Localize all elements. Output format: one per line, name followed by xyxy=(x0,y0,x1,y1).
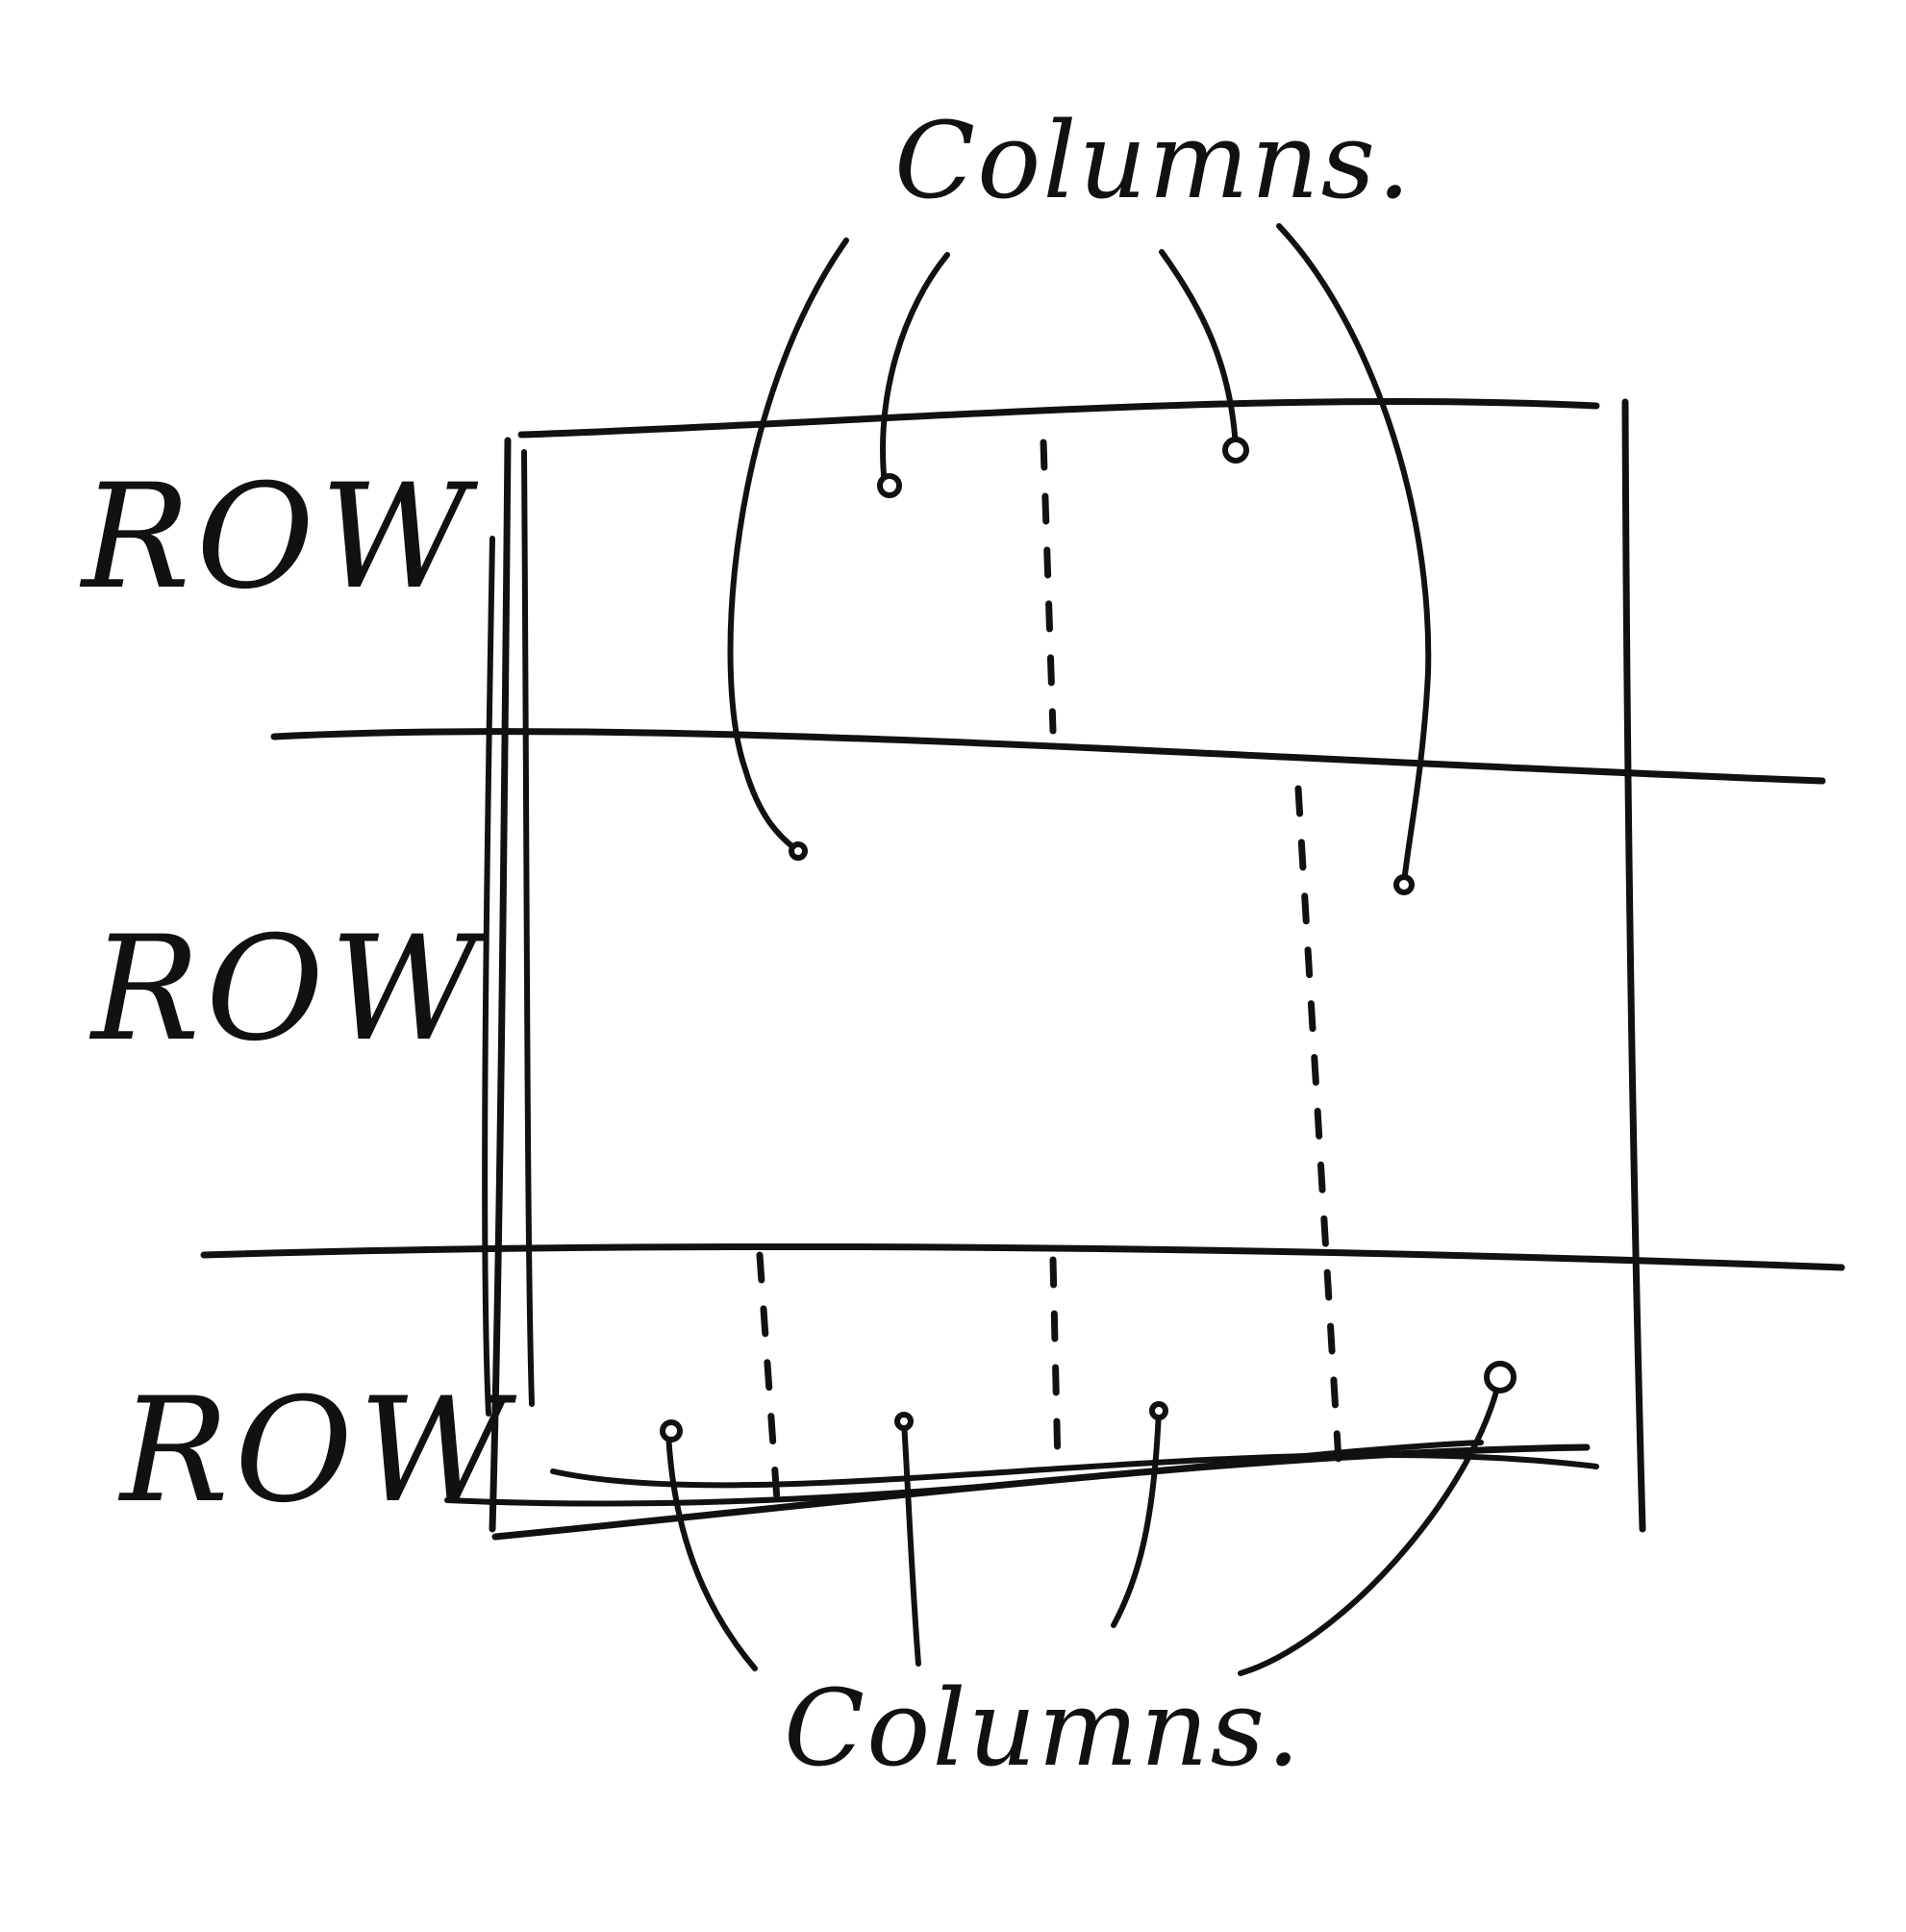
top-callout-2-end xyxy=(877,473,902,498)
row-divider-1 xyxy=(270,728,1826,785)
row-label-1: ROW xyxy=(79,454,479,621)
row-label-2: ROW xyxy=(88,906,489,1073)
box-bottom-edge-stroke-2 xyxy=(550,1452,1599,1489)
column-guide-2 xyxy=(1294,785,1342,1466)
box-left-edge-stroke-2 xyxy=(482,536,495,1417)
top-column-callouts xyxy=(727,223,1432,895)
bottom-callout-1 xyxy=(665,1430,758,1671)
box-top-edge xyxy=(517,397,1600,439)
column-guide-1 xyxy=(1040,439,1057,735)
bottom-callout-1-end xyxy=(660,1419,683,1443)
column-guide-4 xyxy=(1049,1256,1062,1470)
bottom-callout-4 xyxy=(1238,1374,1503,1676)
bottom-callout-3 xyxy=(1111,1408,1162,1628)
bottom-callout-4-end xyxy=(1484,1361,1517,1393)
bottom-callout-3-end xyxy=(1149,1401,1168,1420)
bottom-callout-2-end xyxy=(894,1412,914,1431)
box-left-edge-stroke-3 xyxy=(521,449,535,1407)
bottom-callout-2 xyxy=(901,1418,921,1667)
row-label-3: ROW xyxy=(117,1367,517,1535)
row-dividers xyxy=(200,728,1845,1271)
bottom-column-callouts xyxy=(660,1361,1517,1676)
box-left-edge xyxy=(489,437,512,1533)
bottom-columns-label: Columns. xyxy=(784,1667,1302,1790)
top-columns-label: Columns. xyxy=(894,99,1413,222)
top-callout-2 xyxy=(880,252,950,489)
box-bottom-edge-stroke-3 xyxy=(444,1440,1484,1507)
column-guide-3 xyxy=(756,1251,781,1504)
column-guides xyxy=(756,439,1342,1504)
top-callout-3-end xyxy=(1222,437,1249,464)
top-callout-1-end xyxy=(789,841,808,861)
top-callout-1 xyxy=(727,238,849,854)
row-divider-2 xyxy=(200,1242,1845,1271)
outer-box xyxy=(444,397,1646,1541)
top-callout-3 xyxy=(1159,249,1239,450)
top-callout-4 xyxy=(1276,223,1432,886)
top-callout-4-end xyxy=(1393,874,1415,895)
box-right-edge xyxy=(1621,398,1646,1533)
